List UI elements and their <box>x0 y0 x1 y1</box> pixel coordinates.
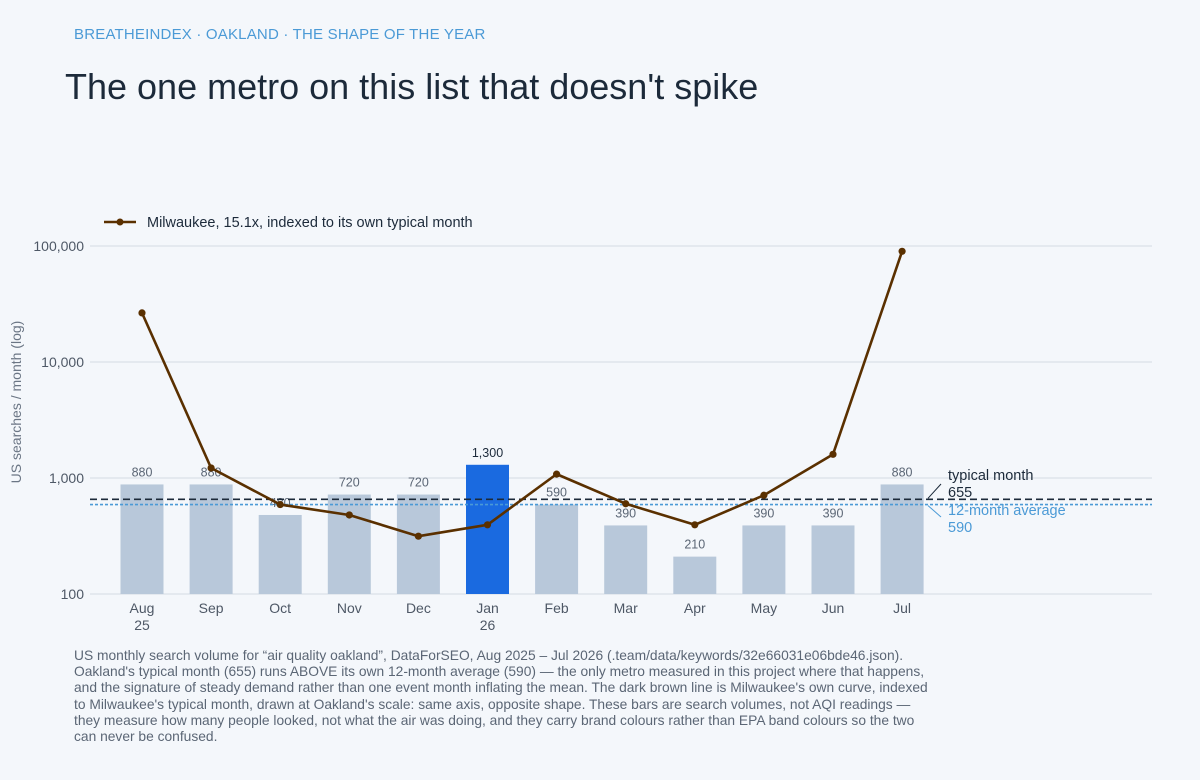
x-tick-label: Jan <box>476 600 499 616</box>
bar <box>742 525 786 594</box>
x-tick-label: Jun <box>822 600 845 616</box>
legend: Milwaukee, 15.1x, indexed to its own typ… <box>104 215 473 231</box>
series-point <box>345 511 353 519</box>
series-point <box>414 532 422 540</box>
kicker: BREATHEINDEX · OAKLAND · THE SHAPE OF TH… <box>74 26 486 43</box>
series-point <box>138 309 146 317</box>
y-tick-label: 100 <box>61 586 85 602</box>
bar-label: 390 <box>823 506 844 520</box>
reference-value: 655 <box>948 485 972 501</box>
reference-label: typical month <box>948 468 1033 484</box>
bar <box>604 525 648 594</box>
bar <box>535 504 579 594</box>
series-line <box>140 250 904 538</box>
x-tick-label: Nov <box>337 600 362 616</box>
bar-label: 590 <box>546 486 567 500</box>
reference-value: 590 <box>948 520 972 536</box>
y-tick-label: 10,000 <box>41 354 84 370</box>
y-axis-label: US searches / month (log) <box>8 321 24 484</box>
bar <box>396 494 440 594</box>
bar <box>880 484 924 594</box>
bar-label: 390 <box>753 506 774 520</box>
x-tick-label: Feb <box>545 600 569 616</box>
series-point <box>553 470 561 478</box>
y-axis-ticks: 100 1,000 10,000 100,000 <box>33 238 84 602</box>
caption: US monthly search volume for “air qualit… <box>74 648 928 745</box>
y-tick-label: 1,000 <box>49 470 84 486</box>
bar-label: 880 <box>892 465 913 479</box>
x-tick-label: Oct <box>269 600 291 616</box>
series-point <box>622 500 630 508</box>
bar <box>120 484 164 594</box>
series-point <box>483 521 492 529</box>
x-tick-label: 25 <box>134 617 150 633</box>
series-point <box>829 450 837 458</box>
x-tick-label: Dec <box>406 600 431 616</box>
bar-label: 720 <box>408 476 429 490</box>
bar-label: 390 <box>615 506 636 520</box>
x-tick-label: Aug <box>130 600 155 616</box>
bar <box>189 484 233 594</box>
bars <box>120 464 924 594</box>
bar-label: 880 <box>201 465 222 479</box>
bar-label: 1,300 <box>472 446 503 460</box>
x-tick-label: Sep <box>199 600 224 616</box>
bar <box>327 494 371 594</box>
reference-connector <box>927 483 942 499</box>
page-title: The one metro on this list that doesn't … <box>65 66 759 107</box>
bar <box>673 556 717 594</box>
series-point <box>760 491 768 499</box>
x-tick-label: Apr <box>684 600 706 616</box>
legend-swatch-marker <box>116 218 124 226</box>
y-tick-label: 100,000 <box>33 238 84 254</box>
bar-label: 720 <box>339 476 360 490</box>
series-point <box>691 521 699 529</box>
series <box>138 247 906 540</box>
x-tick-label: 26 <box>480 617 496 633</box>
series-point <box>207 464 215 472</box>
bar-label: 880 <box>132 465 153 479</box>
bar <box>466 464 509 594</box>
x-tick-label: Mar <box>614 600 638 616</box>
reference-connector <box>927 505 942 518</box>
series-point <box>276 500 284 509</box>
x-tick-label: May <box>751 600 777 616</box>
reference-label: 12-month average <box>948 503 1066 519</box>
legend-label: Milwaukee, 15.1x, indexed to its own typ… <box>147 215 473 231</box>
series-point <box>898 247 906 255</box>
x-tick-label: Jul <box>893 600 911 616</box>
bar <box>258 514 302 594</box>
bar <box>811 525 855 594</box>
bar-label: 210 <box>684 538 705 552</box>
